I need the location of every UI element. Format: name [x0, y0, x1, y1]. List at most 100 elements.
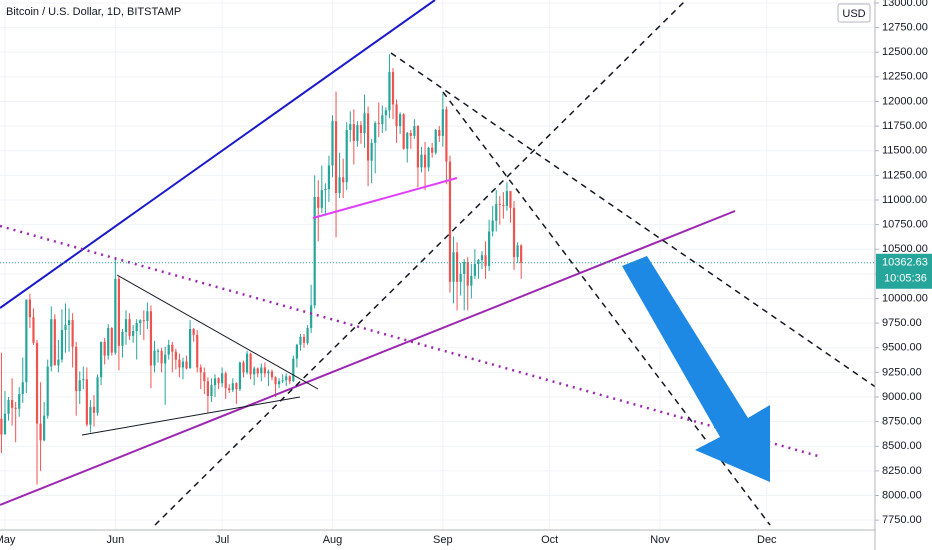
candle-body	[338, 177, 341, 194]
candle-body	[498, 203, 501, 205]
candle-body	[512, 207, 516, 258]
candle-body	[423, 154, 427, 168]
candle-body	[32, 317, 35, 343]
y-tick-label: 9500.00	[882, 342, 922, 354]
candle-body	[445, 109, 448, 162]
arrow	[622, 256, 770, 482]
candle-body	[178, 359, 181, 368]
candle-body	[306, 328, 309, 343]
candle-body	[288, 376, 291, 382]
candle-body	[370, 142, 373, 161]
candle-body	[438, 130, 441, 136]
candle-body	[39, 423, 42, 441]
candle-body	[505, 191, 509, 206]
candle-body	[345, 130, 348, 183]
x-tick-label: Oct	[541, 534, 558, 546]
candle-body	[242, 362, 245, 373]
candle-body	[206, 381, 209, 397]
candle-body	[78, 380, 81, 392]
candle-body	[188, 329, 192, 369]
candle-body	[43, 415, 46, 441]
candle-body	[217, 378, 220, 384]
axis-bg	[0, 530, 875, 550]
candle-body	[174, 351, 177, 360]
candle-body	[25, 299, 28, 383]
candle-body	[121, 331, 124, 346]
candle-body	[356, 125, 359, 141]
candle-body	[431, 147, 434, 153]
trend-line	[312, 177, 458, 219]
candle-body	[149, 311, 153, 366]
candle-body	[117, 278, 120, 346]
x-tick-label: Sep	[433, 534, 453, 546]
candle-body	[210, 385, 213, 397]
candle-body	[470, 275, 473, 286]
candle-body	[221, 373, 224, 384]
candle-body	[399, 114, 402, 127]
candle-body	[231, 383, 234, 391]
candle-body	[459, 273, 462, 282]
candle-body	[82, 379, 85, 381]
trend-line	[154, 0, 687, 526]
candles	[0, 54, 523, 485]
candle-body	[488, 231, 491, 266]
candle-body	[21, 382, 24, 395]
candle-body	[85, 379, 88, 425]
candle-body	[384, 110, 387, 116]
candle-body	[495, 203, 498, 221]
x-tick-label: Aug	[323, 534, 343, 546]
candle-body	[388, 71, 391, 111]
candle-body	[164, 354, 167, 364]
candle-body	[114, 278, 117, 353]
candle-body	[299, 336, 302, 345]
candle-body	[185, 361, 188, 369]
y-tick-label: 12750.00	[882, 21, 928, 33]
y-tick-label: 9750.00	[882, 317, 922, 329]
candle-body	[516, 245, 519, 258]
y-tick-label: 8750.00	[882, 416, 922, 428]
y-tick-label: 7750.00	[882, 514, 922, 526]
candle-body	[267, 371, 270, 374]
candle-body	[249, 353, 252, 375]
candle-body	[281, 380, 284, 382]
candle-body	[256, 368, 259, 374]
candle-body	[427, 147, 430, 168]
y-tick-label: 12000.00	[882, 95, 928, 107]
candle-body	[57, 359, 60, 366]
x-tick-label: Nov	[650, 534, 670, 546]
candle-body	[274, 377, 277, 385]
candle-body	[245, 353, 249, 373]
candle-body	[366, 113, 370, 161]
candle-body	[317, 197, 320, 208]
candle-body	[253, 368, 256, 375]
candle-body	[124, 319, 128, 332]
currency[interactable]: USD	[842, 8, 865, 20]
candle-body	[35, 342, 39, 424]
countdown: 10:05:36	[884, 273, 927, 285]
candle-body	[132, 331, 135, 336]
candle-body	[46, 366, 49, 416]
candle-body	[295, 344, 298, 359]
y-tick-label: 13000.00	[882, 0, 928, 9]
candle-body	[327, 165, 331, 190]
candle-body	[509, 191, 512, 208]
candle-body	[420, 154, 423, 168]
candle-body	[224, 373, 227, 389]
currency-button[interactable]	[837, 3, 871, 23]
candle-body	[146, 311, 149, 322]
candle-body	[103, 341, 106, 356]
candle-body	[352, 124, 355, 141]
candle-body	[3, 413, 7, 435]
candle-body	[92, 406, 96, 413]
candle-body	[53, 319, 56, 366]
candle-body	[520, 245, 523, 263]
price-label: 10362.63	[882, 257, 928, 269]
candle-body	[11, 399, 14, 408]
candle-body	[50, 319, 53, 367]
candle-body	[7, 399, 10, 414]
y-tick-label: 8000.00	[882, 489, 922, 501]
candle-body	[139, 320, 142, 324]
candle-body	[71, 320, 74, 347]
candle-body	[67, 320, 71, 326]
